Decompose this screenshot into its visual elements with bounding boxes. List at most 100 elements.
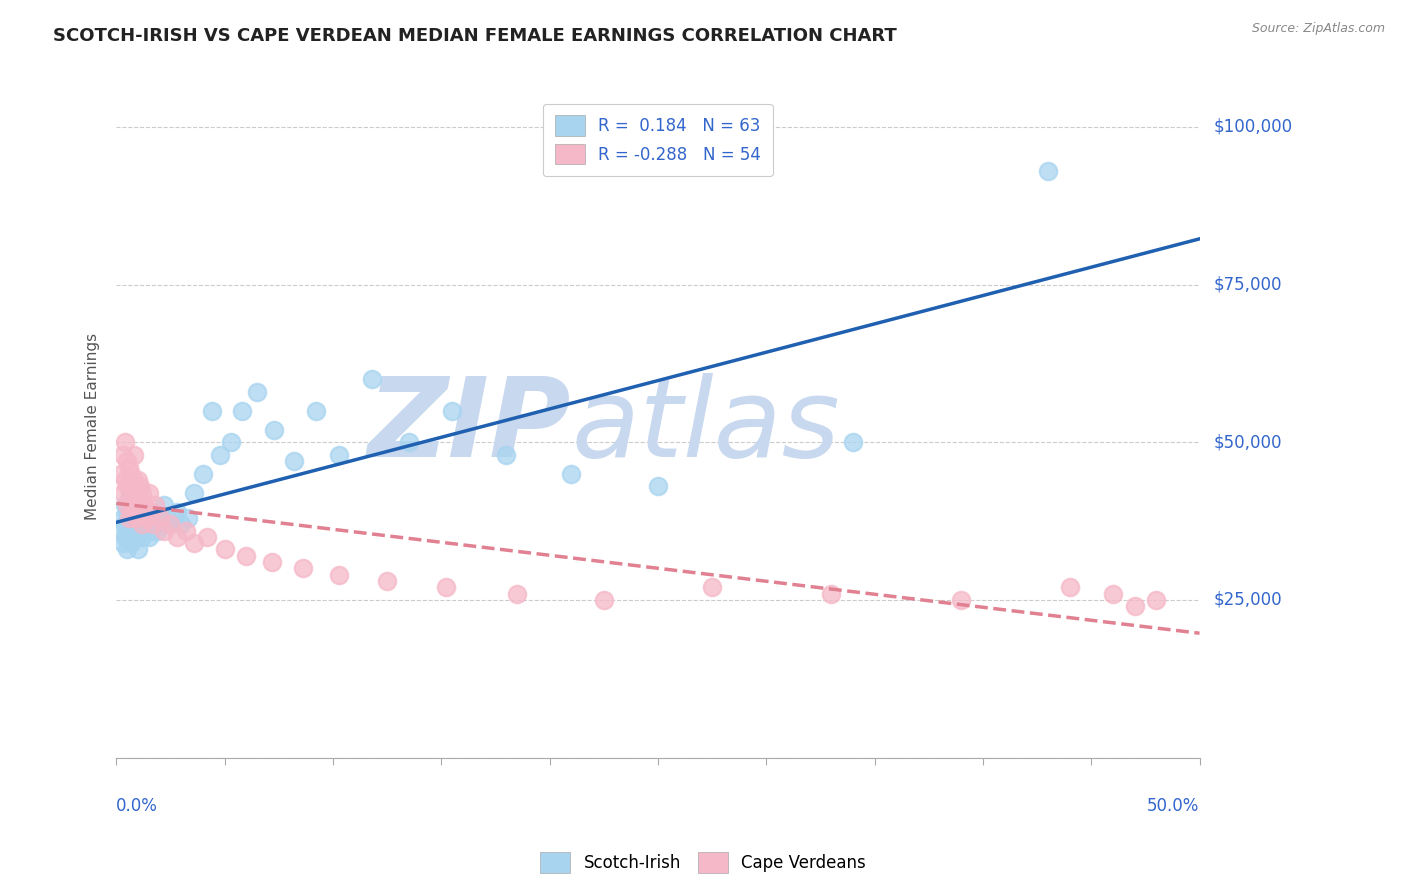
Point bbox=[135, 511, 157, 525]
Point bbox=[560, 467, 582, 481]
Point bbox=[115, 499, 138, 513]
Point bbox=[506, 587, 529, 601]
Point bbox=[131, 485, 153, 500]
Point bbox=[177, 511, 200, 525]
Point bbox=[328, 448, 350, 462]
Point bbox=[291, 561, 314, 575]
Point bbox=[328, 567, 350, 582]
Point bbox=[115, 454, 138, 468]
Point bbox=[950, 593, 973, 607]
Point bbox=[398, 435, 420, 450]
Legend: R =  0.184   N = 63, R = -0.288   N = 54: R = 0.184 N = 63, R = -0.288 N = 54 bbox=[543, 103, 773, 176]
Point bbox=[120, 536, 142, 550]
Point bbox=[131, 517, 153, 532]
Point bbox=[143, 499, 166, 513]
Point bbox=[495, 448, 517, 462]
Point bbox=[127, 530, 149, 544]
Point bbox=[125, 511, 148, 525]
Point bbox=[209, 448, 232, 462]
Point bbox=[842, 435, 865, 450]
Point bbox=[153, 524, 176, 538]
Point bbox=[129, 511, 152, 525]
Point bbox=[110, 467, 132, 481]
Point bbox=[441, 403, 464, 417]
Point bbox=[183, 536, 205, 550]
Point bbox=[235, 549, 257, 563]
Point bbox=[115, 505, 138, 519]
Point bbox=[111, 485, 134, 500]
Point bbox=[231, 403, 253, 417]
Point bbox=[118, 460, 141, 475]
Point bbox=[283, 454, 305, 468]
Point bbox=[174, 524, 197, 538]
Point bbox=[122, 499, 145, 513]
Point bbox=[134, 524, 156, 538]
Point bbox=[219, 435, 242, 450]
Point bbox=[195, 530, 218, 544]
Point bbox=[1036, 164, 1059, 178]
Point bbox=[142, 511, 165, 525]
Point bbox=[134, 505, 156, 519]
Point bbox=[434, 580, 457, 594]
Point bbox=[127, 542, 149, 557]
Point bbox=[122, 530, 145, 544]
Text: 50.0%: 50.0% bbox=[1147, 797, 1199, 814]
Point bbox=[304, 403, 326, 417]
Point bbox=[214, 542, 236, 557]
Point bbox=[114, 473, 136, 487]
Text: SCOTCH-IRISH VS CAPE VERDEAN MEDIAN FEMALE EARNINGS CORRELATION CHART: SCOTCH-IRISH VS CAPE VERDEAN MEDIAN FEMA… bbox=[53, 27, 897, 45]
Point bbox=[375, 574, 398, 588]
Point bbox=[592, 593, 614, 607]
Point bbox=[125, 499, 148, 513]
Text: $75,000: $75,000 bbox=[1213, 276, 1282, 293]
Point bbox=[170, 517, 193, 532]
Point bbox=[118, 511, 141, 525]
Point bbox=[138, 530, 160, 544]
Point bbox=[114, 530, 136, 544]
Point bbox=[361, 372, 384, 386]
Point bbox=[118, 530, 141, 544]
Point bbox=[139, 505, 162, 519]
Point bbox=[166, 530, 188, 544]
Point bbox=[122, 505, 145, 519]
Point bbox=[120, 467, 142, 481]
Text: $100,000: $100,000 bbox=[1213, 118, 1292, 136]
Point bbox=[118, 491, 141, 506]
Point bbox=[131, 517, 153, 532]
Text: 0.0%: 0.0% bbox=[117, 797, 157, 814]
Point bbox=[129, 524, 152, 538]
Text: $25,000: $25,000 bbox=[1213, 591, 1282, 609]
Point bbox=[120, 505, 142, 519]
Point bbox=[122, 448, 145, 462]
Point bbox=[122, 517, 145, 532]
Point bbox=[127, 517, 149, 532]
Point bbox=[146, 524, 169, 538]
Point bbox=[114, 499, 136, 513]
Point bbox=[138, 517, 160, 532]
Point bbox=[114, 435, 136, 450]
Point bbox=[700, 580, 723, 594]
Point bbox=[135, 511, 157, 525]
Point bbox=[139, 524, 162, 538]
Point bbox=[153, 499, 176, 513]
Text: atlas: atlas bbox=[571, 373, 839, 480]
Point bbox=[134, 499, 156, 513]
Point bbox=[118, 517, 141, 532]
Text: ZIP: ZIP bbox=[368, 373, 571, 480]
Point bbox=[122, 473, 145, 487]
Point bbox=[131, 530, 153, 544]
Point bbox=[142, 517, 165, 532]
Point bbox=[143, 517, 166, 532]
Point bbox=[149, 511, 172, 525]
Point bbox=[127, 473, 149, 487]
Point bbox=[120, 511, 142, 525]
Point bbox=[262, 555, 284, 569]
Point bbox=[191, 467, 214, 481]
Point bbox=[183, 485, 205, 500]
Point bbox=[166, 505, 188, 519]
Point bbox=[118, 491, 141, 506]
Point bbox=[263, 423, 285, 437]
Point bbox=[125, 485, 148, 500]
Point bbox=[1059, 580, 1081, 594]
Y-axis label: Median Female Earnings: Median Female Earnings bbox=[86, 333, 100, 520]
